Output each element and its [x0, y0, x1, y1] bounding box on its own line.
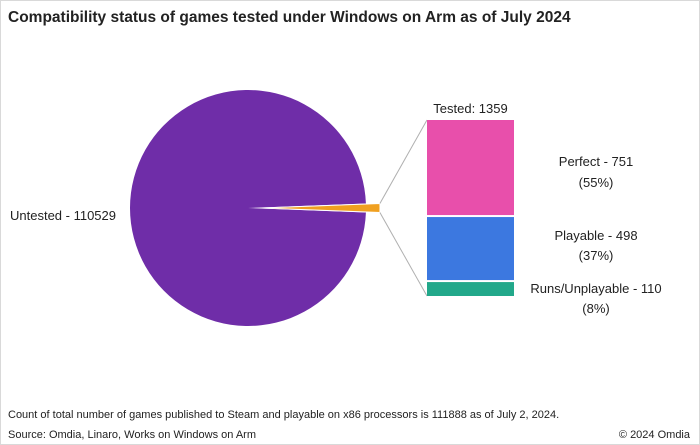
label-perfect-value: Perfect - 751 — [559, 154, 633, 169]
connector-lines — [379, 119, 428, 297]
source-note: Source: Omdia, Linaro, Works on Windows … — [8, 429, 257, 441]
bar-segment-perfect — [427, 120, 514, 216]
connector-bottom — [379, 212, 428, 297]
pie-slice-tested — [261, 202, 381, 214]
chart-title: Compatibility status of games tested und… — [8, 9, 571, 26]
bar-segment-runs-unplayable — [427, 282, 514, 296]
label-perfect-percent: (55%) — [579, 175, 614, 190]
bar-segment-playable — [427, 217, 514, 281]
footnote: Count of total number of games published… — [8, 409, 560, 421]
pie-slice-untested — [129, 89, 366, 327]
data-labels: Untested - 110529 Tested: 1359 Perfect - 7… — [10, 101, 662, 316]
label-runs-unplayable-percent: (8%) — [582, 301, 609, 316]
label-playable-value: Playable - 498 — [554, 228, 637, 243]
label-untested: Untested - 110529 — [10, 208, 116, 223]
copyright-note: © 2024 Omdia — [618, 429, 690, 441]
label-runs-unplayable-value: Runs/Unplayable - 110 — [530, 281, 661, 296]
pie-group — [129, 89, 381, 327]
label-playable-percent: (37%) — [579, 248, 614, 263]
breakout-bar — [427, 120, 514, 296]
connector-top — [379, 119, 428, 204]
label-tested-total: Tested: 1359 — [433, 101, 507, 116]
